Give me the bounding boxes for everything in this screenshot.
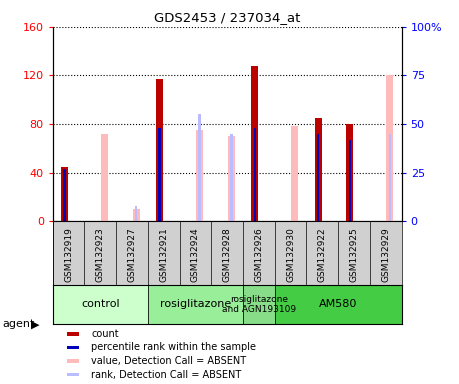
Text: GSM132923: GSM132923: [96, 227, 105, 281]
Text: GSM132929: GSM132929: [381, 227, 390, 281]
Bar: [243, 285, 275, 324]
Bar: [67, 373, 79, 376]
Bar: [156, 79, 163, 221]
Bar: [275, 285, 402, 324]
Text: ▶: ▶: [31, 319, 40, 329]
Bar: [133, 209, 140, 221]
Bar: [347, 124, 353, 221]
Bar: [230, 134, 233, 221]
Text: rank, Detection Call = ABSENT: rank, Detection Call = ABSENT: [91, 369, 241, 379]
Bar: [389, 134, 391, 221]
Text: AM580: AM580: [319, 299, 358, 309]
Text: GSM132925: GSM132925: [350, 227, 358, 281]
Bar: [67, 332, 79, 336]
Bar: [317, 134, 319, 221]
Text: GSM132924: GSM132924: [191, 227, 200, 281]
Text: value, Detection Call = ABSENT: value, Detection Call = ABSENT: [91, 356, 246, 366]
Bar: [196, 130, 203, 221]
Text: GSM132928: GSM132928: [223, 227, 232, 281]
Text: agent: agent: [2, 319, 35, 329]
Text: GSM132930: GSM132930: [286, 227, 295, 281]
Bar: [67, 346, 79, 349]
Bar: [63, 169, 66, 221]
Bar: [135, 206, 137, 221]
Bar: [101, 134, 108, 221]
Bar: [386, 76, 393, 221]
Bar: [315, 118, 322, 221]
Text: GSM132921: GSM132921: [159, 227, 168, 281]
Bar: [253, 128, 256, 221]
Bar: [158, 128, 161, 221]
Bar: [228, 136, 235, 221]
Bar: [291, 126, 298, 221]
Text: GSM132922: GSM132922: [318, 227, 327, 281]
Text: control: control: [81, 299, 120, 309]
Bar: [148, 285, 243, 324]
Bar: [349, 139, 351, 221]
Bar: [252, 66, 258, 221]
Text: GSM132919: GSM132919: [64, 227, 73, 281]
Text: percentile rank within the sample: percentile rank within the sample: [91, 343, 256, 353]
Text: GSM132926: GSM132926: [254, 227, 263, 281]
Text: rosiglitazone: rosiglitazone: [160, 299, 231, 309]
Bar: [53, 285, 148, 324]
Bar: [67, 359, 79, 362]
Text: count: count: [91, 329, 119, 339]
Bar: [61, 167, 68, 221]
Bar: [198, 114, 201, 221]
Text: rosiglitazone
and AGN193109: rosiglitazone and AGN193109: [222, 295, 296, 314]
Title: GDS2453 / 237034_at: GDS2453 / 237034_at: [154, 11, 300, 24]
Text: GSM132927: GSM132927: [128, 227, 137, 281]
